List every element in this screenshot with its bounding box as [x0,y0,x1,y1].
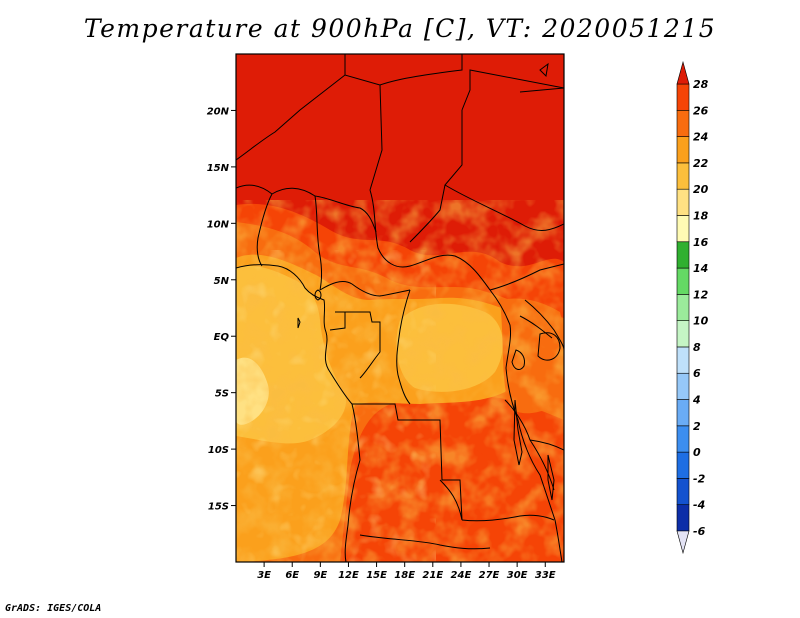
colorbar-level-label: 8 [693,341,701,354]
colorbar-swatch [676,215,690,243]
temperature-field [236,54,564,562]
lon-tick-label: 3E [257,570,271,581]
colorbar-swatch [676,451,690,479]
colorbar-swatch [676,162,690,190]
lat-tick-label: 15S [208,502,229,513]
longitude-axis: 3E 6E 9E 12E 15E 18E 21E 24E 27E 30E 33E [257,562,556,581]
lat-tick-label: 5S [215,389,229,400]
colorbar-swatch [676,267,690,295]
colorbar-level-label: 16 [693,236,709,249]
lon-tick-label: 33E [535,570,556,581]
lon-tick-label: 27E [479,570,500,581]
lon-tick-label: 21E [422,570,443,581]
colorbar-level-label: 6 [693,367,701,380]
colorbar-swatch [676,83,690,111]
lon-tick-label: 15E [366,570,387,581]
lat-tick-label: 10N [207,219,230,230]
colorbar-level-label: 28 [693,78,709,91]
lat-tick-label: 5N [214,276,230,287]
lon-tick-label: 30E [507,570,528,581]
lat-tick-label: EQ [214,332,230,343]
colorbar-swatch [676,478,690,506]
colorbar-level-label: 20 [693,183,709,196]
colorbar-level-label: 10 [693,315,709,328]
lat-tick-label: 20N [207,106,230,117]
colorbar-swatch [676,372,690,400]
country-borders [236,54,564,562]
colorbar-level-label: 0 [693,446,701,459]
lon-tick-label: 9E [313,570,327,581]
colorbar-level-label: -4 [693,499,705,512]
lon-tick-label: 24E [451,570,472,581]
lat-tick-label: 10S [208,445,229,456]
colorbar-level-label: 4 [692,394,701,407]
colorbar-level-label: -6 [693,525,706,538]
colorbar-swatch [676,425,690,453]
colorbar-swatch [676,136,690,164]
lon-tick-label: 6E [285,570,299,581]
latitude-axis: 20N 15N 10N 5N EQ 5S 10S 15S [207,106,236,513]
colorbar-bottom-arrow [676,530,690,555]
colorbar-top-arrow [676,60,690,85]
colorbar-level-label: 14 [693,262,708,275]
colorbar-swatch [676,109,690,137]
colorbar-swatch [676,241,690,269]
lon-tick-label: 18E [394,570,415,581]
colorbar-swatch [676,294,690,321]
colorbar-level-label: 26 [693,104,709,117]
colorbar-level-label: 22 [693,157,709,170]
colorbar-swatch [676,504,690,532]
colorbar-swatch [676,188,690,216]
colorbar-swatch [676,320,690,348]
colorbar-level-label: -2 [693,472,706,485]
chart-title: Temperature at 900hPa [C], VT: 202005121… [83,14,717,43]
colorbar-level-label: 2 [693,420,701,433]
lat-tick-label: 15N [207,163,230,174]
colorbar-level-label: 12 [693,288,709,301]
lon-tick-label: 12E [338,570,359,581]
colorbar-level-label: 18 [693,209,709,222]
colorbar-swatch [676,346,690,374]
colorbar-swatch [676,399,690,427]
plot-frame [235,53,565,563]
colorbar-level-label: 24 [693,131,708,144]
grads-credit: GrADS: IGES/COLA [5,603,102,614]
